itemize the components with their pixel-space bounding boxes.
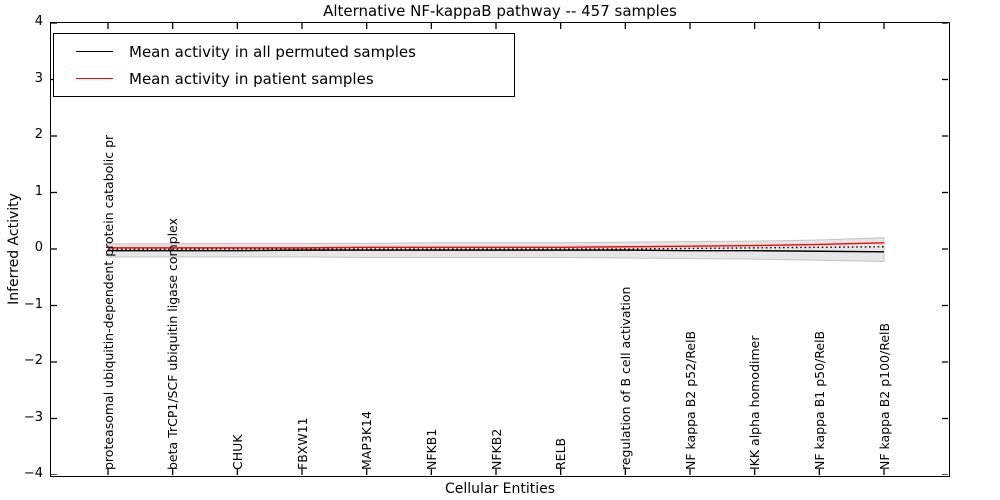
y-tick-label: −3 <box>23 409 43 425</box>
x-tick-label: MAP3K14 <box>359 411 375 470</box>
x-tick-label: IKK alpha homodimer <box>747 335 763 471</box>
legend-item-label: Mean activity in all permuted samples <box>129 42 416 61</box>
x-tick-label: NF kappa B1 p50/RelB <box>811 330 827 470</box>
y-tick-label: 4 <box>34 14 43 29</box>
plot-canvas <box>51 23 948 475</box>
legend-item-label: Mean activity in patient samples <box>129 69 374 88</box>
y-tick-label: 2 <box>34 127 43 142</box>
legend-item: Mean activity in all permuted samples <box>54 43 514 61</box>
y-tick-label: 0 <box>34 240 43 255</box>
legend-item: Mean activity in patient samples <box>54 70 514 88</box>
y-tick-label: 1 <box>34 183 43 199</box>
legend-line-swatch <box>76 78 113 79</box>
legend: Mean activity in all permuted samples Mea… <box>53 33 515 97</box>
x-tick-label: beta TrCP1/SCF ubiquitin ligase complex <box>165 218 181 470</box>
x-axis-title: Cellular Entities <box>444 481 556 497</box>
x-tick-label: proteasomal ubiquitin-dependent protein … <box>100 134 116 470</box>
x-tick-label: CHUK <box>229 434 245 470</box>
y-axis-title: Inferred Activity <box>6 193 22 305</box>
x-tick-label: RELB <box>553 437 569 470</box>
x-tick-label: NFKB1 <box>423 428 439 470</box>
y-tick-label: 3 <box>34 70 43 86</box>
x-tick-label: FBXW11 <box>294 417 310 470</box>
legend-line-swatch <box>76 51 113 52</box>
plot-area: proteasomal ubiquitin-dependent protein … <box>50 22 950 477</box>
y-tick-label: −1 <box>23 296 43 312</box>
x-tick-label: NF kappa B2 p100/RelB <box>876 322 892 470</box>
chart-title: Alternative NF-kappaB pathway -- 457 sam… <box>323 2 677 20</box>
y-tick-label: −2 <box>23 353 43 368</box>
y-tick-label: −4 <box>23 466 43 481</box>
x-tick-label: NF kappa B2 p52/RelB <box>682 330 698 470</box>
x-tick-label: NFKB2 <box>488 428 504 470</box>
x-tick-label: regulation of B cell activation <box>617 286 633 470</box>
